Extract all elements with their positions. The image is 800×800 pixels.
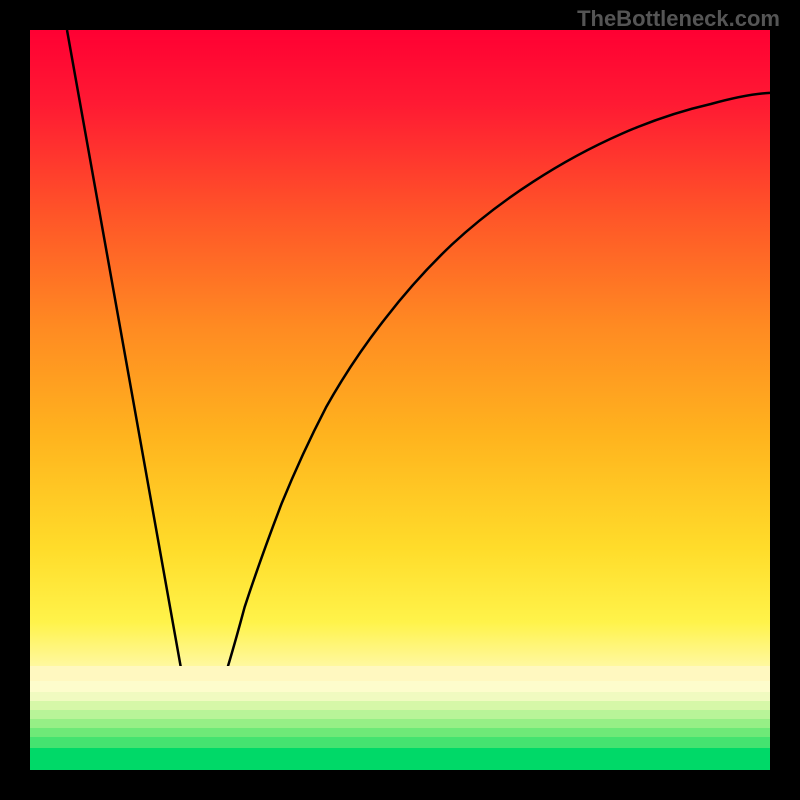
gradient-band: [30, 681, 770, 692]
gradient-band: [30, 710, 770, 719]
curve-svg: [30, 30, 770, 770]
gradient-band: [30, 737, 770, 748]
bottleneck-curve: [67, 30, 770, 755]
gradient-band: [30, 666, 770, 681]
chart-container: TheBottleneck.com: [0, 0, 800, 800]
gradient-band: [30, 692, 770, 701]
gradient-band: [30, 728, 770, 737]
gradient-band: [30, 748, 770, 770]
gradient-band: [30, 701, 770, 710]
gradient-band: [30, 719, 770, 728]
watermark-text: TheBottleneck.com: [577, 6, 780, 32]
plot-area: [30, 30, 770, 770]
